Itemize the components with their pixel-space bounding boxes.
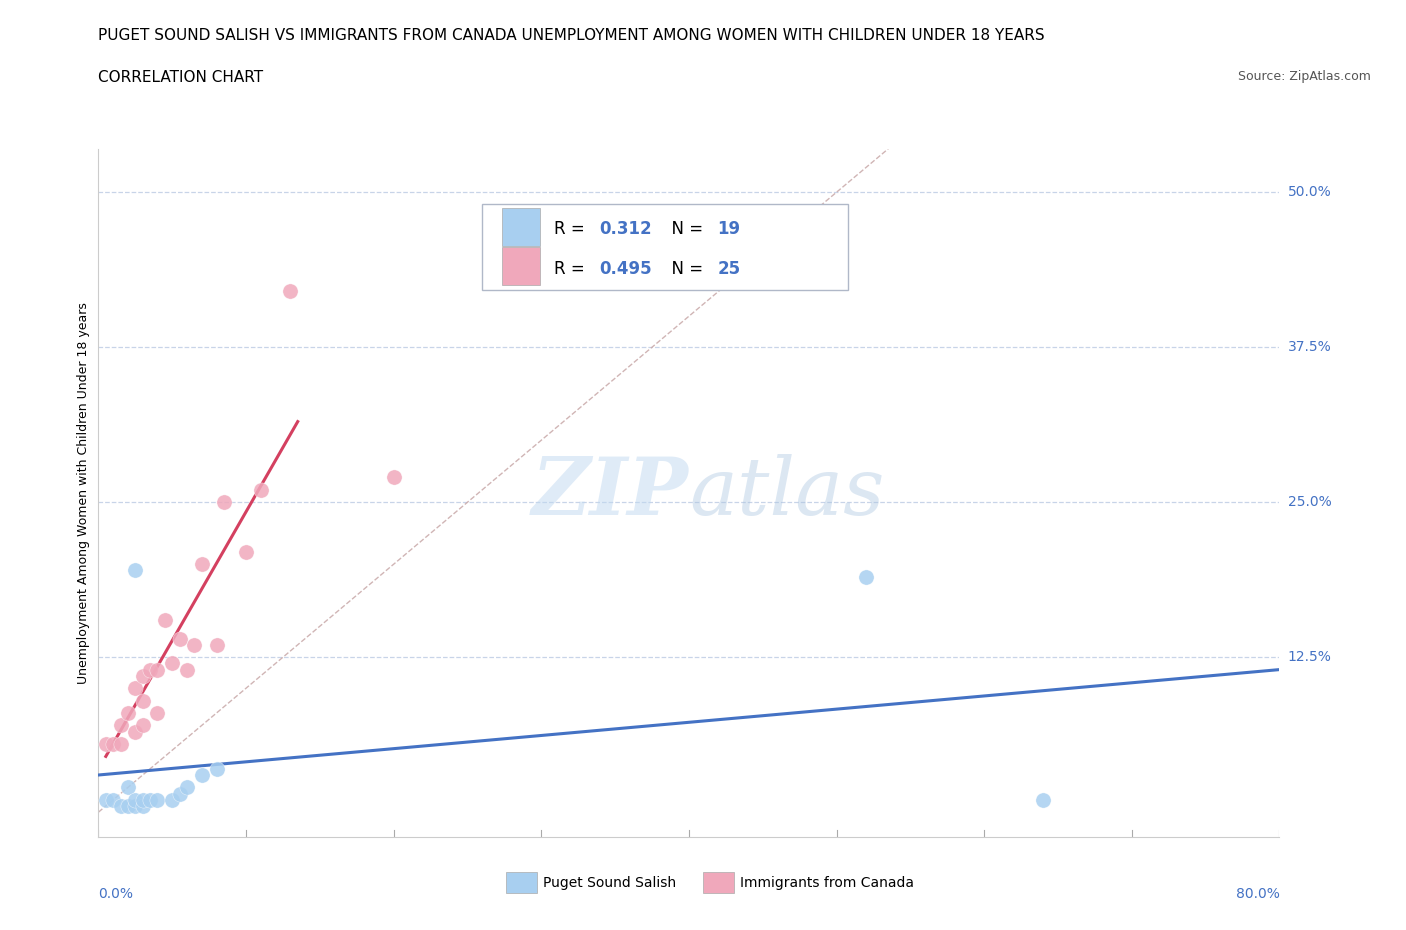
Text: N =: N = xyxy=(661,220,709,238)
Text: N =: N = xyxy=(661,259,709,278)
Text: Source: ZipAtlas.com: Source: ZipAtlas.com xyxy=(1237,70,1371,83)
Point xyxy=(146,792,169,807)
Point xyxy=(132,718,155,733)
Text: 0.495: 0.495 xyxy=(599,259,652,278)
Text: 0.312: 0.312 xyxy=(599,220,652,238)
Point xyxy=(235,544,257,559)
Text: ZIP: ZIP xyxy=(531,454,689,532)
Point xyxy=(176,662,198,677)
Point xyxy=(162,792,183,807)
Point xyxy=(191,767,214,782)
Point xyxy=(117,706,139,721)
Point xyxy=(855,569,877,584)
Point xyxy=(176,780,198,795)
Point xyxy=(132,792,155,807)
Point xyxy=(1032,792,1054,807)
Text: 25: 25 xyxy=(717,259,741,278)
Point xyxy=(124,792,146,807)
Point xyxy=(169,786,191,801)
Point xyxy=(153,613,176,628)
Point xyxy=(132,669,155,684)
Point xyxy=(183,637,205,652)
Point xyxy=(124,563,146,578)
Point xyxy=(169,631,191,646)
Point xyxy=(139,662,162,677)
Point xyxy=(110,718,132,733)
Text: 12.5%: 12.5% xyxy=(1288,650,1331,664)
FancyBboxPatch shape xyxy=(482,204,848,290)
Point xyxy=(94,792,117,807)
Point xyxy=(124,724,146,739)
Point xyxy=(94,737,117,751)
Point xyxy=(250,483,273,498)
Point xyxy=(132,799,155,814)
Point xyxy=(117,799,139,814)
Text: Immigrants from Canada: Immigrants from Canada xyxy=(740,875,914,890)
Text: 37.5%: 37.5% xyxy=(1288,340,1331,354)
Point xyxy=(205,762,228,777)
Point xyxy=(124,799,146,814)
Point xyxy=(117,780,139,795)
Point xyxy=(110,799,132,814)
Point xyxy=(146,706,169,721)
Text: R =: R = xyxy=(554,259,591,278)
Point xyxy=(162,656,183,671)
Text: 50.0%: 50.0% xyxy=(1288,185,1331,199)
Point xyxy=(124,681,146,696)
Point xyxy=(146,662,169,677)
Point xyxy=(103,737,125,751)
Bar xyxy=(502,247,540,286)
Text: 19: 19 xyxy=(717,220,741,238)
Text: R =: R = xyxy=(554,220,591,238)
Text: 0.0%: 0.0% xyxy=(98,886,134,900)
Text: 80.0%: 80.0% xyxy=(1236,886,1279,900)
Y-axis label: Unemployment Among Women with Children Under 18 years: Unemployment Among Women with Children U… xyxy=(77,302,90,684)
Point xyxy=(278,284,302,299)
Text: Puget Sound Salish: Puget Sound Salish xyxy=(543,875,676,890)
Point xyxy=(205,637,228,652)
Point xyxy=(110,737,132,751)
Bar xyxy=(502,207,540,246)
Point xyxy=(212,495,235,510)
Point xyxy=(139,792,162,807)
Point xyxy=(382,470,405,485)
Text: atlas: atlas xyxy=(689,454,884,532)
Point xyxy=(132,693,155,708)
Text: 25.0%: 25.0% xyxy=(1288,495,1331,510)
Point xyxy=(103,792,125,807)
Text: PUGET SOUND SALISH VS IMMIGRANTS FROM CANADA UNEMPLOYMENT AMONG WOMEN WITH CHILD: PUGET SOUND SALISH VS IMMIGRANTS FROM CA… xyxy=(98,28,1045,43)
Text: CORRELATION CHART: CORRELATION CHART xyxy=(98,70,263,85)
Point xyxy=(191,557,214,572)
